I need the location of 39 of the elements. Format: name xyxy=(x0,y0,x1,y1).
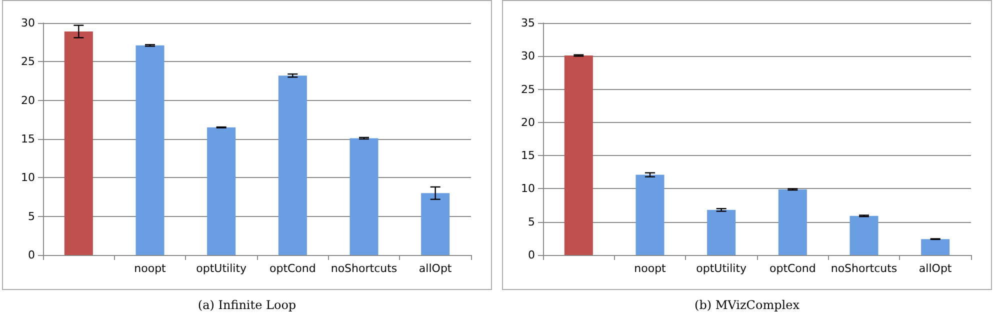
bar xyxy=(850,216,878,255)
y-tick-label: 5 xyxy=(528,215,535,228)
y-tick-label: 0 xyxy=(528,248,535,262)
x-tick-label: optCond xyxy=(269,262,316,275)
x-tick-label: noopt xyxy=(134,262,167,275)
y-tick-label: 15 xyxy=(21,132,35,146)
x-tick-label: noShortcuts xyxy=(330,262,398,275)
y-tick-label: 25 xyxy=(521,82,535,96)
text: (b) MVizComplex xyxy=(694,298,800,312)
y-tick-label: 25 xyxy=(21,55,35,68)
x-tick-label: optUtility xyxy=(696,262,748,275)
y-tick-label: 20 xyxy=(21,94,35,107)
y-tick-label: 35 xyxy=(521,16,535,30)
y-tick-label: 30 xyxy=(521,50,535,63)
bar xyxy=(207,127,236,255)
bar xyxy=(350,138,378,255)
y-tick-label: 15 xyxy=(521,149,535,162)
bar xyxy=(64,32,93,255)
x-tick-label: noShortcuts xyxy=(830,262,898,275)
bar xyxy=(778,189,807,255)
x-tick-label: optCond xyxy=(769,262,816,275)
x-tick-label: allOpt xyxy=(918,262,952,275)
y-tick-label: 10 xyxy=(521,182,535,196)
y-tick-label: 30 xyxy=(21,16,35,30)
bar xyxy=(564,55,593,255)
bar xyxy=(136,45,164,255)
y-tick-label: 20 xyxy=(521,116,535,129)
x-tick-label: noopt xyxy=(634,262,667,275)
bar xyxy=(707,210,736,255)
y-tick-label: 10 xyxy=(21,171,35,184)
bar xyxy=(421,193,450,255)
bar xyxy=(636,174,664,255)
y-tick-label: 5 xyxy=(28,210,35,223)
x-tick-label: optUtility xyxy=(196,262,248,275)
text: (a) Infinite Loop xyxy=(198,298,296,312)
y-tick-label: 0 xyxy=(28,248,35,262)
x-tick-label: allOpt xyxy=(418,262,452,275)
bar xyxy=(921,239,950,255)
bar xyxy=(278,76,307,255)
